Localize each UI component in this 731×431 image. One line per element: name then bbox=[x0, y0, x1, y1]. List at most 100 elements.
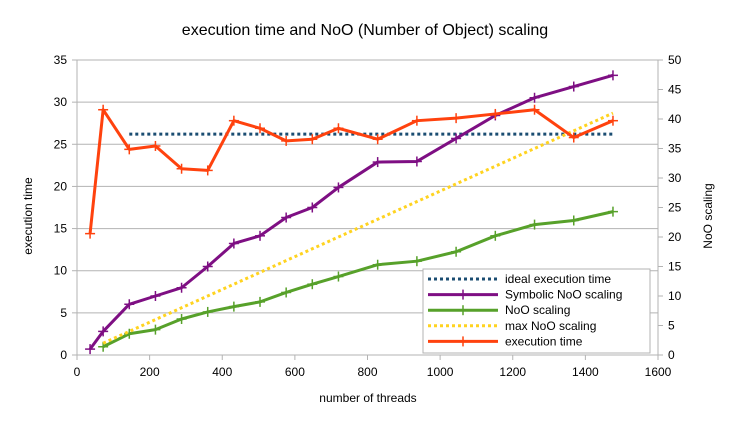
chart-title: execution time and NoO (Number of Object… bbox=[182, 22, 548, 39]
data-point bbox=[607, 115, 618, 126]
legend-label: NoO scaling bbox=[505, 303, 570, 317]
legend-label: max NoO scaling bbox=[505, 319, 596, 333]
axes: 0 200 400 600 800 1000 1200 1400 160005101520253… bbox=[54, 53, 682, 379]
data-point bbox=[281, 135, 292, 146]
legend-item-noo-scaling: NoO scaling bbox=[428, 303, 570, 317]
data-point bbox=[150, 324, 161, 335]
x-tick-label: 1400 bbox=[572, 365, 599, 379]
legend-item-ideal-execution-time: ideal execution time bbox=[428, 272, 611, 286]
data-point bbox=[202, 306, 213, 317]
data-point bbox=[529, 104, 540, 115]
data-point bbox=[281, 212, 292, 223]
data-point bbox=[150, 140, 161, 151]
x-axis-title: number of threads bbox=[319, 391, 416, 405]
data-point bbox=[529, 92, 540, 103]
y-right-tick-label: 10 bbox=[668, 289, 682, 303]
y-right-tick-label: 40 bbox=[668, 112, 682, 126]
data-point bbox=[255, 123, 266, 134]
data-point bbox=[228, 115, 239, 126]
data-point bbox=[529, 219, 540, 230]
y-left-tick-label: 20 bbox=[54, 179, 68, 193]
data-point bbox=[255, 296, 266, 307]
data-point bbox=[255, 230, 266, 241]
data-point bbox=[98, 341, 109, 352]
legend-label: Symbolic NoO scaling bbox=[505, 288, 622, 302]
y-right-tick-label: 35 bbox=[668, 142, 682, 156]
y-right-tick-label: 0 bbox=[668, 348, 675, 362]
data-point bbox=[307, 202, 318, 213]
y-right-tick-label: 15 bbox=[668, 260, 682, 274]
y-right-tick-label: 5 bbox=[668, 319, 675, 333]
legend-item-symbolic-noo-scaling: Symbolic NoO scaling bbox=[428, 288, 622, 302]
data-point bbox=[333, 271, 344, 282]
data-point bbox=[307, 279, 318, 290]
y-left-tick-label: 0 bbox=[60, 348, 67, 362]
legend: ideal execution time Symbolic NoO scaling… bbox=[422, 268, 651, 354]
data-point bbox=[607, 206, 618, 217]
y-right-tick-label: 45 bbox=[668, 83, 682, 97]
data-point bbox=[98, 326, 109, 337]
legend-label: ideal execution time bbox=[505, 272, 611, 286]
y-right-tick-label: 30 bbox=[668, 171, 682, 185]
data-point bbox=[228, 301, 239, 312]
data-point bbox=[85, 344, 96, 355]
data-point bbox=[98, 104, 109, 115]
data-point bbox=[451, 133, 462, 144]
y-right-tick-label: 20 bbox=[668, 230, 682, 244]
data-point bbox=[85, 228, 96, 239]
legend-item-execution-time: execution time bbox=[428, 334, 583, 348]
data-point bbox=[411, 156, 422, 167]
data-point bbox=[411, 115, 422, 126]
data-point bbox=[333, 182, 344, 193]
data-point bbox=[490, 230, 501, 241]
data-point bbox=[490, 108, 501, 119]
legend-item-max-noo-scaling: max NoO scaling bbox=[428, 319, 596, 333]
x-tick-label: 800 bbox=[357, 365, 377, 379]
data-point bbox=[372, 259, 383, 270]
x-tick-label: 1600 bbox=[645, 365, 672, 379]
y-left-tick-label: 35 bbox=[54, 53, 68, 67]
x-tick-label: 1200 bbox=[499, 365, 526, 379]
data-point bbox=[281, 287, 292, 298]
data-point bbox=[568, 215, 579, 226]
legend-label: execution time bbox=[505, 334, 583, 348]
gridlines bbox=[77, 59, 658, 356]
data-point bbox=[568, 132, 579, 143]
x-tick-label: 0 bbox=[74, 365, 81, 379]
data-point bbox=[202, 165, 213, 176]
y-left-tick-label: 5 bbox=[60, 306, 67, 320]
data-point bbox=[202, 261, 213, 272]
data-point bbox=[451, 113, 462, 124]
y-left-tick-label: 30 bbox=[54, 95, 68, 109]
data-point bbox=[411, 256, 422, 267]
y-left-tick-label: 15 bbox=[54, 222, 68, 236]
series-layer bbox=[85, 70, 618, 355]
data-point bbox=[568, 81, 579, 92]
x-tick-label: 600 bbox=[285, 365, 305, 379]
x-tick-label: 400 bbox=[212, 365, 232, 379]
data-point bbox=[124, 144, 135, 155]
y-right-tick-label: 25 bbox=[668, 201, 682, 215]
series-noo-scaling bbox=[98, 206, 618, 352]
data-point bbox=[372, 157, 383, 168]
y-axis-right-title: NoO scaling bbox=[701, 183, 715, 248]
data-point bbox=[333, 123, 344, 134]
data-point bbox=[124, 299, 135, 310]
data-point bbox=[176, 314, 187, 325]
data-point bbox=[451, 246, 462, 257]
x-tick-label: 200 bbox=[140, 365, 160, 379]
y-left-tick-label: 10 bbox=[54, 264, 68, 278]
data-point bbox=[176, 282, 187, 293]
y-left-tick-label: 25 bbox=[54, 137, 68, 151]
data-point bbox=[176, 163, 187, 174]
series-execution-time bbox=[85, 104, 618, 239]
y-right-tick-label: 50 bbox=[668, 53, 682, 67]
x-tick-label: 1000 bbox=[427, 365, 454, 379]
data-point bbox=[372, 134, 383, 145]
data-point bbox=[150, 291, 161, 301]
data-point bbox=[307, 134, 318, 145]
y-axis-left-title: execution time bbox=[21, 177, 35, 255]
